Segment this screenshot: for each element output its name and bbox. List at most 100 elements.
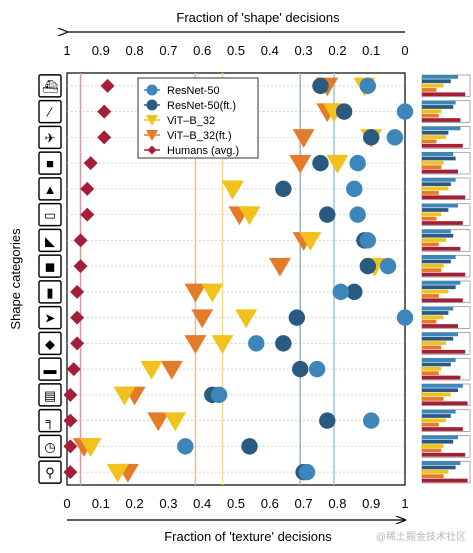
legend-label: ViT–B_32 bbox=[167, 115, 215, 127]
side-bar bbox=[422, 311, 449, 315]
side-bar bbox=[422, 366, 442, 371]
side-bar bbox=[422, 444, 444, 448]
data-point bbox=[80, 207, 95, 222]
legend-entry: ResNet-50(ft.) bbox=[144, 99, 236, 112]
data-point bbox=[349, 154, 366, 172]
icon-frame bbox=[38, 254, 62, 278]
top-tick-label: 0.7 bbox=[159, 43, 177, 58]
keyboard-glyph: ▤ bbox=[44, 388, 56, 403]
icon-frame bbox=[38, 125, 62, 150]
truck-glyph: ▬ bbox=[44, 362, 57, 377]
data-point bbox=[83, 156, 98, 171]
airplane-glyph: ✈ bbox=[45, 130, 56, 145]
data-point bbox=[70, 310, 85, 325]
legend-label: Humans (avg.) bbox=[167, 145, 239, 157]
icon-frame bbox=[38, 177, 62, 201]
data-point bbox=[288, 309, 306, 326]
side-bar-panel bbox=[421, 409, 471, 432]
data-point bbox=[363, 129, 380, 146]
legend-box bbox=[137, 77, 259, 159]
side-bar bbox=[422, 191, 439, 195]
side-bar bbox=[422, 345, 442, 350]
side-bar-panel bbox=[421, 254, 471, 278]
truck-icon: ▬ bbox=[38, 357, 62, 381]
icon-frame bbox=[38, 331, 62, 356]
side-bar-panel bbox=[421, 229, 471, 252]
side-bar bbox=[422, 461, 461, 465]
top-tick-label: 0.2 bbox=[328, 43, 346, 58]
side-bar bbox=[422, 156, 456, 161]
side-bar bbox=[422, 332, 458, 337]
bottom-tick-label: 0.3 bbox=[159, 496, 177, 511]
top-tick-label: 1 bbox=[63, 43, 70, 58]
legend-marker bbox=[146, 99, 158, 111]
side-bar bbox=[422, 422, 439, 427]
side-bar bbox=[422, 109, 442, 114]
data-point bbox=[319, 206, 336, 223]
bottom-tick-label: 0.8 bbox=[328, 496, 346, 511]
data-point bbox=[238, 206, 261, 226]
side-bar bbox=[422, 118, 461, 122]
plot-frame bbox=[66, 72, 406, 486]
legend-entry: ResNet-50 bbox=[144, 84, 220, 97]
side-bar bbox=[422, 182, 451, 187]
side-bar-panel bbox=[421, 383, 471, 407]
data-point bbox=[97, 130, 112, 145]
side-bar bbox=[422, 465, 456, 470]
chair-glyph: ╕ bbox=[44, 414, 54, 430]
side-bar bbox=[422, 384, 463, 388]
bear-icon: ■ bbox=[38, 151, 62, 175]
side-bar bbox=[422, 452, 466, 457]
icon-frame bbox=[38, 305, 62, 330]
bear-glyph: ■ bbox=[46, 156, 54, 171]
side-bar bbox=[422, 208, 449, 212]
side-bar bbox=[422, 285, 456, 290]
data-point bbox=[299, 232, 322, 251]
keyboard-icon: ▤ bbox=[38, 383, 62, 407]
dog-glyph: ▲ bbox=[44, 182, 57, 197]
data-point bbox=[319, 412, 336, 429]
data-point bbox=[164, 412, 187, 432]
side-bar bbox=[422, 233, 454, 238]
side-bar bbox=[422, 469, 449, 474]
bottom-tick-label: 0.7 bbox=[295, 496, 313, 511]
side-bar bbox=[422, 392, 451, 397]
bottom-tick-label: 0.9 bbox=[362, 496, 380, 511]
bicycle-icon: ⚲ bbox=[38, 460, 62, 484]
watermark: @稀土掘金技术社区 bbox=[376, 530, 466, 543]
data-point bbox=[308, 360, 326, 378]
icon-frame bbox=[38, 99, 62, 124]
top-axis-label: Fraction of 'shape' decisions bbox=[176, 10, 340, 25]
legend: ResNet-50 ResNet-50(ft.) ViT–B_32 ViT–B_32(… bbox=[137, 77, 259, 159]
side-bar bbox=[422, 88, 437, 92]
side-bar bbox=[422, 315, 444, 320]
data-point bbox=[241, 438, 258, 455]
side-bar bbox=[422, 289, 449, 294]
data-point bbox=[66, 362, 81, 377]
data-point bbox=[386, 129, 404, 146]
side-bar bbox=[422, 165, 442, 170]
icon-frame bbox=[38, 383, 62, 407]
side-bar-panel bbox=[421, 126, 471, 149]
side-bar bbox=[422, 319, 437, 324]
legend-entry: ViT–B_32(ft.) bbox=[144, 130, 232, 142]
elephant-glyph: ◼ bbox=[45, 259, 56, 274]
clock-glyph: ◷ bbox=[44, 439, 55, 454]
data-point bbox=[396, 309, 414, 326]
boat-glyph: ⛴ bbox=[42, 79, 59, 94]
bottom-axis-label: Fraction of 'texture' decisions bbox=[164, 529, 332, 544]
side-bar bbox=[422, 439, 454, 444]
side-bar-panel bbox=[421, 306, 471, 329]
top-tick-label: 0.8 bbox=[126, 43, 144, 58]
data-point bbox=[379, 257, 397, 275]
side-bar bbox=[422, 186, 449, 191]
legend-label: ResNet-50(ft.) bbox=[167, 100, 236, 112]
data-point bbox=[346, 180, 363, 198]
side-bar bbox=[422, 135, 446, 139]
data-point bbox=[359, 77, 377, 95]
side-bar bbox=[422, 263, 444, 268]
side-bar bbox=[422, 375, 461, 380]
data-point bbox=[235, 309, 258, 329]
legend-label: ViT–B_32(ft.) bbox=[167, 130, 232, 142]
